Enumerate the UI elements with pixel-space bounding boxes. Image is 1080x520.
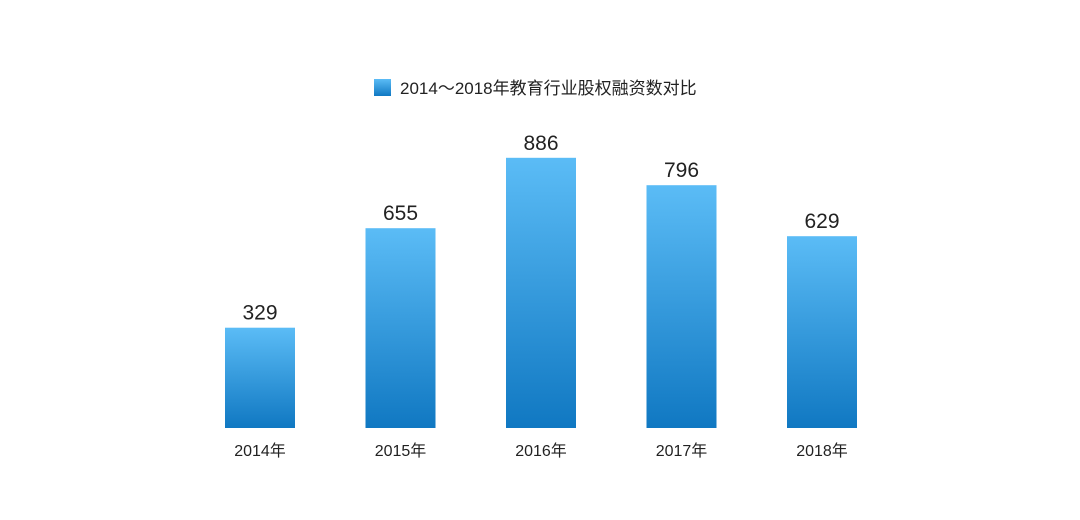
data-labels-layer: 329 655 886 796 629 xyxy=(242,132,839,325)
x-tick-label-2015年: 2015年 xyxy=(375,442,427,460)
bars-layer xyxy=(225,157,857,429)
data-label-2016年: 886 xyxy=(523,132,558,155)
x-tick-label-2014年: 2014年 xyxy=(234,442,286,460)
legend-label: 2014～2018年教育行业股权融资数对比 xyxy=(400,79,697,98)
x-tick-label-2017年: 2017年 xyxy=(656,442,708,460)
data-label-2018年: 629 xyxy=(804,210,839,233)
bar-2014年 xyxy=(225,327,295,428)
data-label-2017年: 796 xyxy=(664,159,699,182)
data-label-2015年: 655 xyxy=(383,202,418,225)
x-tick-label-2016年: 2016年 xyxy=(515,442,567,460)
bar-2015年 xyxy=(365,228,436,428)
bar-2016年 xyxy=(506,157,576,429)
x-tick-label-2018年: 2018年 xyxy=(796,442,848,460)
chart-legend: 2014～2018年教育行业股权融资数对比 xyxy=(374,79,697,98)
bar-2018年 xyxy=(787,236,857,428)
bar-2017年 xyxy=(646,185,717,428)
x-axis-labels: 2014年 2015年 2016年 2017年 2018年 xyxy=(234,442,848,460)
legend-swatch xyxy=(374,79,391,96)
data-label-2014年: 329 xyxy=(242,302,277,325)
